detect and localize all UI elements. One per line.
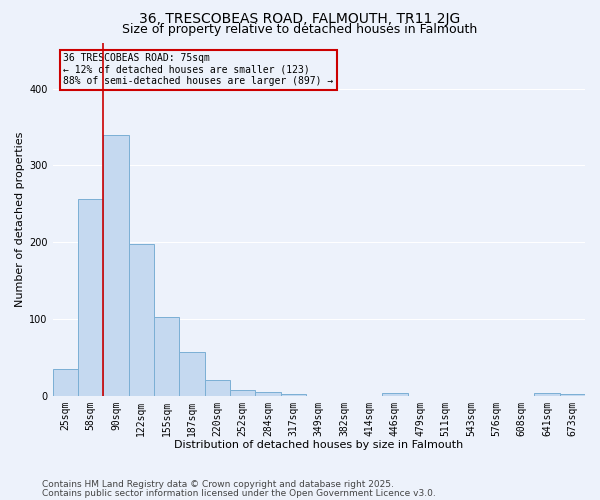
Bar — [179, 352, 205, 396]
Bar — [78, 199, 103, 396]
Bar — [205, 380, 230, 396]
Bar — [382, 394, 407, 396]
Bar — [154, 318, 179, 396]
Bar — [128, 244, 154, 396]
Bar — [560, 394, 585, 396]
Text: Contains HM Land Registry data © Crown copyright and database right 2025.: Contains HM Land Registry data © Crown c… — [42, 480, 394, 489]
Bar — [534, 394, 560, 396]
Bar — [256, 392, 281, 396]
Bar — [230, 390, 256, 396]
Bar — [281, 394, 306, 396]
Y-axis label: Number of detached properties: Number of detached properties — [15, 132, 25, 307]
Text: 36 TRESCOBEAS ROAD: 75sqm
← 12% of detached houses are smaller (123)
88% of semi: 36 TRESCOBEAS ROAD: 75sqm ← 12% of detac… — [63, 53, 334, 86]
X-axis label: Distribution of detached houses by size in Falmouth: Distribution of detached houses by size … — [174, 440, 463, 450]
Text: Contains public sector information licensed under the Open Government Licence v3: Contains public sector information licen… — [42, 488, 436, 498]
Bar — [53, 369, 78, 396]
Text: 36, TRESCOBEAS ROAD, FALMOUTH, TR11 2JG: 36, TRESCOBEAS ROAD, FALMOUTH, TR11 2JG — [139, 12, 461, 26]
Bar — [103, 134, 128, 396]
Text: Size of property relative to detached houses in Falmouth: Size of property relative to detached ho… — [122, 22, 478, 36]
